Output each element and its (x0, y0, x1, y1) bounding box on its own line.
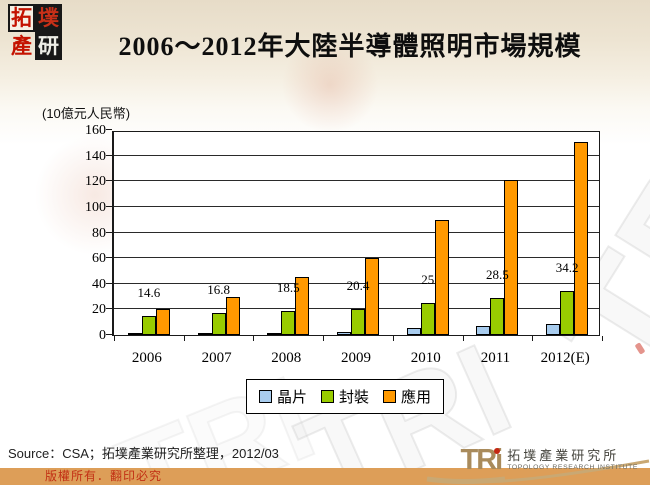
bar-value-label: 18.5 (276, 280, 300, 296)
bar-晶片-2006 (127, 333, 142, 335)
y-axis-unit-label: (10億元人民幣) (42, 106, 131, 121)
legend-label: 封裝 (339, 390, 370, 406)
legend-label: 應用 (401, 390, 432, 406)
y-axis-tick (106, 231, 112, 233)
slide-title: 2006～2012年大陸半導體照明市場規模 (118, 32, 582, 61)
tri-logo-name-en: TOPOLOGY RESEARCH INSTITUTE (507, 463, 638, 471)
y-axis-tick-label: 120 (85, 174, 106, 190)
bar-晶片-2010 (406, 327, 421, 335)
y-axis-tick-label: 0 (99, 328, 106, 343)
y-axis-tick-label: 60 (92, 251, 106, 267)
bar-封裝-2010 (420, 302, 435, 335)
bar-封裝-2009 (351, 308, 365, 335)
bar-value-label: 14.6 (137, 285, 161, 301)
x-axis-tick (602, 336, 603, 341)
x-axis-label: 2008 (271, 350, 302, 366)
gridline (114, 154, 599, 156)
tri-logo-name-zh: 拓墣產業研究所 (507, 447, 620, 463)
x-axis-labels: 2006 2007 2008 2009 2010 2011 2012(E) (112, 350, 600, 367)
x-axis-tick (114, 336, 115, 341)
bar-晶片-2009 (337, 331, 351, 335)
bar-應用-2012(E) (574, 141, 589, 335)
plot-area: 14.6 16.8 18.5 20.4 25 28.5 34.2 (106, 129, 603, 341)
x-axis-label: 2007 (201, 350, 232, 366)
watermark-text: TRI (101, 350, 332, 485)
bar-封裝-2008 (281, 311, 296, 335)
y-axis-tick-label: 140 (85, 148, 106, 164)
logo-char: 產 (11, 33, 32, 58)
logo-char: 拓 (8, 4, 35, 32)
bar-晶片-2011 (476, 326, 491, 335)
y-axis-tick-label: 80 (92, 225, 106, 241)
bar-封裝-2011 (490, 298, 505, 335)
bar-value-label: 20.4 (346, 277, 370, 293)
y-axis-tick (106, 334, 112, 335)
bar-應用-2009 (365, 258, 379, 335)
x-axis-tick (532, 336, 534, 341)
topology-logo: 拓 墣 產 研 (8, 4, 62, 60)
bar-value-label: 25 (421, 271, 435, 287)
legend-item: 晶片 (259, 386, 307, 407)
watermark-red-dot (634, 342, 646, 355)
y-axis-tick (106, 308, 112, 310)
legend-swatch (383, 390, 397, 403)
copyright-text: 版權所有．翻印必究 (45, 469, 163, 483)
bar-應用-2007 (225, 296, 240, 335)
legend-item: 應用 (383, 386, 431, 407)
tri-logo-red-dot (494, 448, 501, 454)
bar-封裝-2006 (141, 316, 156, 335)
tri-logo-abbr: TRi (461, 446, 504, 475)
y-axis-tick (106, 154, 112, 156)
x-axis-label: 2009 (341, 350, 372, 366)
x-axis-tick (462, 336, 464, 341)
bar-value-label: 28.5 (486, 267, 509, 283)
tri-logo: TRi 拓墣產業研究所 TOPOLOGY RESEARCH INSTITUTE (461, 446, 638, 475)
legend-swatch (259, 390, 272, 403)
logo-char: 研 (35, 32, 62, 60)
source-note: Source：CSA；拓墣產業研究所整理，2012/03 (8, 446, 279, 461)
gridline (114, 180, 599, 182)
x-axis-label: 2010 (410, 350, 441, 366)
y-axis-tick-label: 20 (92, 302, 106, 318)
bar-應用-2011 (504, 179, 519, 335)
y-axis-tick (106, 257, 112, 259)
gridline (114, 205, 599, 207)
bar-晶片-2012(E) (546, 324, 561, 335)
y-axis-tick (106, 180, 112, 182)
x-axis-tick (253, 336, 255, 341)
bar-應用-2006 (155, 309, 170, 335)
y-axis-tick-label: 160 (85, 123, 106, 138)
bar-晶片-2008 (267, 332, 282, 335)
tri-logo-names: 拓墣產業研究所 TOPOLOGY RESEARCH INSTITUTE (507, 447, 638, 472)
x-axis-label: 2012(E) (540, 350, 590, 366)
gridline (114, 282, 599, 284)
x-axis-tick (392, 336, 394, 341)
legend-label: 晶片 (277, 390, 308, 406)
x-axis-label: 2011 (480, 350, 511, 366)
bar-封裝-2012(E) (560, 291, 575, 335)
gridline (114, 257, 599, 259)
bar-應用-2008 (295, 277, 310, 335)
bar-應用-2010 (434, 219, 449, 335)
x-axis-tick (183, 336, 185, 341)
y-axis-tick-label: 40 (92, 276, 106, 292)
bar-封裝-2007 (211, 313, 226, 335)
x-axis-label: 2006 (131, 350, 162, 366)
y-axis-tick-label: 100 (85, 199, 106, 215)
gridline (114, 231, 599, 233)
y-axis-tick (106, 129, 112, 130)
logo-char: 墣 (35, 4, 62, 32)
logo-swoosh (426, 459, 650, 485)
y-axis-tick (106, 205, 112, 207)
y-axis-tick (106, 282, 112, 284)
legend-swatch (321, 390, 335, 403)
legend-item: 封裝 (321, 386, 369, 407)
bar-晶片-2007 (197, 333, 212, 335)
chart-legend: 晶片 封裝 應用 (246, 379, 445, 414)
bar-value-label: 34.2 (555, 260, 579, 276)
y-axis-tick-labels: 0 20 40 60 80 100 120 140 160 (62, 123, 106, 343)
bar-value-label: 16.8 (207, 282, 230, 298)
x-axis-tick (323, 336, 325, 341)
